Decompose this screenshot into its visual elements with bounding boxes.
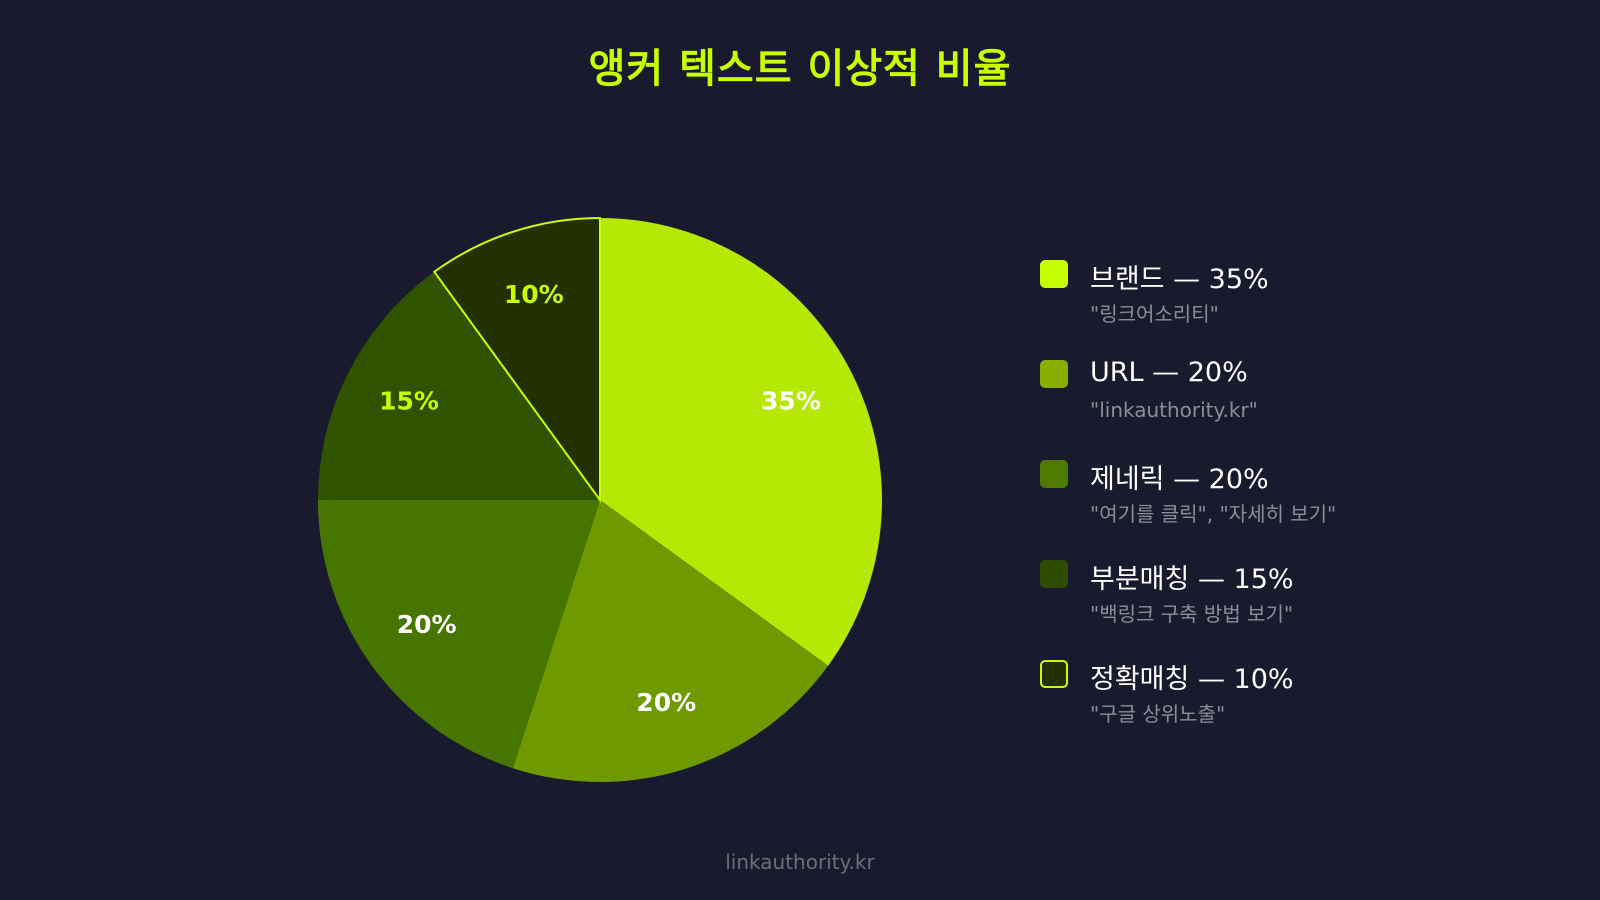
legend-swatch: [1040, 560, 1068, 588]
legend-swatch: [1040, 460, 1068, 488]
pie-slice: [432, 216, 601, 504]
slice-label: 20%: [636, 688, 696, 717]
legend-example: "여기를 클릭", "자세히 보기": [1090, 502, 1337, 526]
legend-swatch: [1040, 660, 1068, 688]
legend-example: "링크어소리티": [1090, 302, 1219, 326]
pie-slice: [318, 271, 600, 500]
slice-label: 35%: [761, 387, 821, 416]
footer-watermark: linkauthority.kr: [725, 850, 875, 874]
legend-swatch: [1040, 260, 1068, 288]
legend-swatch: [1040, 360, 1068, 388]
slice-label: 20%: [397, 610, 457, 639]
chart-title: 앵커 텍스트 이상적 비율: [588, 46, 1012, 92]
legend-label: 브랜드 — 35%: [1090, 264, 1269, 295]
pie-slice: [512, 500, 829, 782]
legend-example: "linkauthority.kr": [1090, 398, 1258, 422]
legend-label: 부분매칭 — 15%: [1090, 564, 1294, 595]
legend-label: URL — 20%: [1090, 357, 1248, 388]
legend-label: 제네릭 — 20%: [1090, 464, 1269, 495]
legend-label: 정확매칭 — 10%: [1090, 664, 1294, 695]
legend-example: "구글 상위노출": [1090, 702, 1226, 726]
pie-slice: [318, 500, 600, 769]
slice-label: 15%: [379, 387, 439, 416]
slice-label: 10%: [504, 280, 564, 309]
pie-slice: [600, 218, 882, 666]
legend-example: "백링크 구축 방법 보기": [1090, 602, 1294, 626]
pie-chart: 35% 20% 20% 15% 10%: [318, 216, 882, 782]
